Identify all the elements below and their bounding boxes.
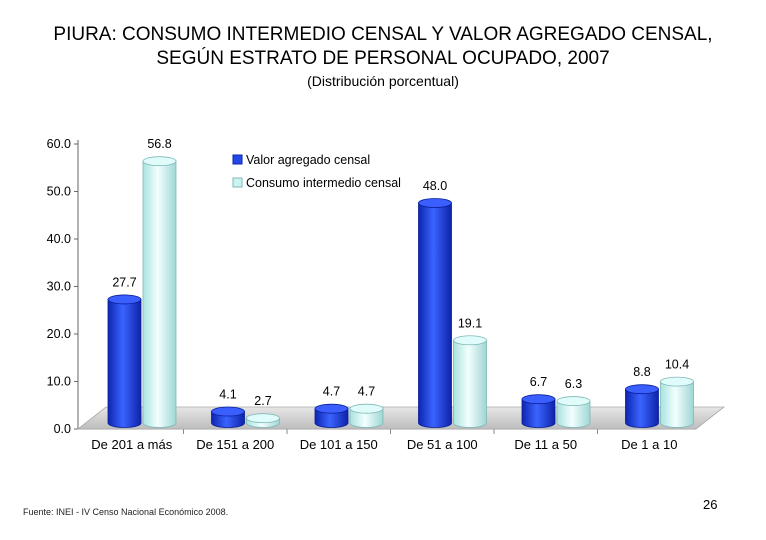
- bar-consumo-intermedio: [142, 156, 177, 428]
- bar-valor-agregado: [521, 394, 556, 428]
- data-label: 6.7: [530, 375, 547, 389]
- chart-title-line1: PIURA: CONSUMO INTERMEDIO CENSAL Y VALOR…: [53, 24, 713, 45]
- x-tick-label: De 201 a más: [91, 437, 172, 452]
- bar-valor-agregado: [418, 198, 452, 428]
- labels-layer: 27.7 56.8 4.1 2.7 4.7 4.7 48.0 19.1 6.7 6.3 8.8 10.…: [112, 137, 689, 408]
- x-tick-label: De 11 a 50: [514, 437, 577, 452]
- x-tick-label: De 101 a 150: [300, 437, 378, 452]
- bar-valor-agregado: [107, 294, 142, 428]
- data-label: 4.1: [219, 388, 236, 402]
- bar-valor-agregado: [625, 384, 659, 428]
- data-label: 56.8: [147, 137, 171, 151]
- bar-consumo-intermedio: [453, 335, 487, 428]
- axis-layer: 0.0 10.0 20.0 30.0 40.0 50.0 60.0 De 201 a más D…: [47, 137, 696, 452]
- legend-label-consumo-intermedio: Consumo intermedio censal: [246, 176, 401, 190]
- data-label: 8.8: [633, 365, 650, 379]
- bar-valor-agregado: [314, 403, 349, 428]
- bar-consumo-intermedio: [349, 403, 384, 428]
- y-tick-label: 10.0: [47, 375, 71, 389]
- data-label: 4.7: [323, 385, 340, 399]
- data-label: 4.7: [358, 385, 375, 399]
- x-tick-label: De 151 a 200: [196, 437, 274, 452]
- y-tick-label: 0.0: [54, 422, 71, 436]
- bar-consumo-intermedio: [556, 396, 591, 428]
- chart-title-line2: SEGÚN ESTRATO DE PERSONAL OCUPADO, 2007: [156, 48, 610, 69]
- y-tick-label: 20.0: [47, 327, 71, 341]
- legend-swatch-consumo-intermedio: [232, 177, 243, 188]
- page-number: 26: [703, 497, 718, 512]
- data-label: 10.4: [665, 358, 689, 372]
- bars-layer: [107, 156, 694, 428]
- legend-label-valor-agregado: Valor agregado censal: [246, 153, 370, 167]
- bar-consumo-intermedio: [660, 376, 694, 428]
- source-note: Fuente: INEI - IV Censo Nacional Económi…: [23, 507, 229, 517]
- data-label: 2.7: [254, 394, 271, 408]
- data-label: 27.7: [112, 275, 136, 289]
- y-tick-label: 60.0: [47, 137, 71, 151]
- legend: Valor agregado censal Consumo intermedio…: [232, 153, 401, 190]
- data-label: 6.3: [565, 377, 582, 391]
- legend-swatch-valor-agregado: [232, 154, 243, 165]
- data-label: 48.0: [423, 179, 447, 193]
- y-tick-label: 30.0: [47, 280, 71, 294]
- data-label: 19.1: [458, 316, 482, 330]
- bar-valor-agregado: [211, 406, 245, 428]
- bar-consumo-intermedio: [246, 413, 280, 428]
- y-tick-label: 50.0: [47, 185, 71, 199]
- y-tick-label: 40.0: [47, 232, 71, 246]
- x-tick-label: De 1 a 10: [621, 437, 677, 452]
- chart-subtitle: (Distribución porcentual): [307, 73, 459, 89]
- x-tick-label: De 51 a 100: [407, 437, 478, 452]
